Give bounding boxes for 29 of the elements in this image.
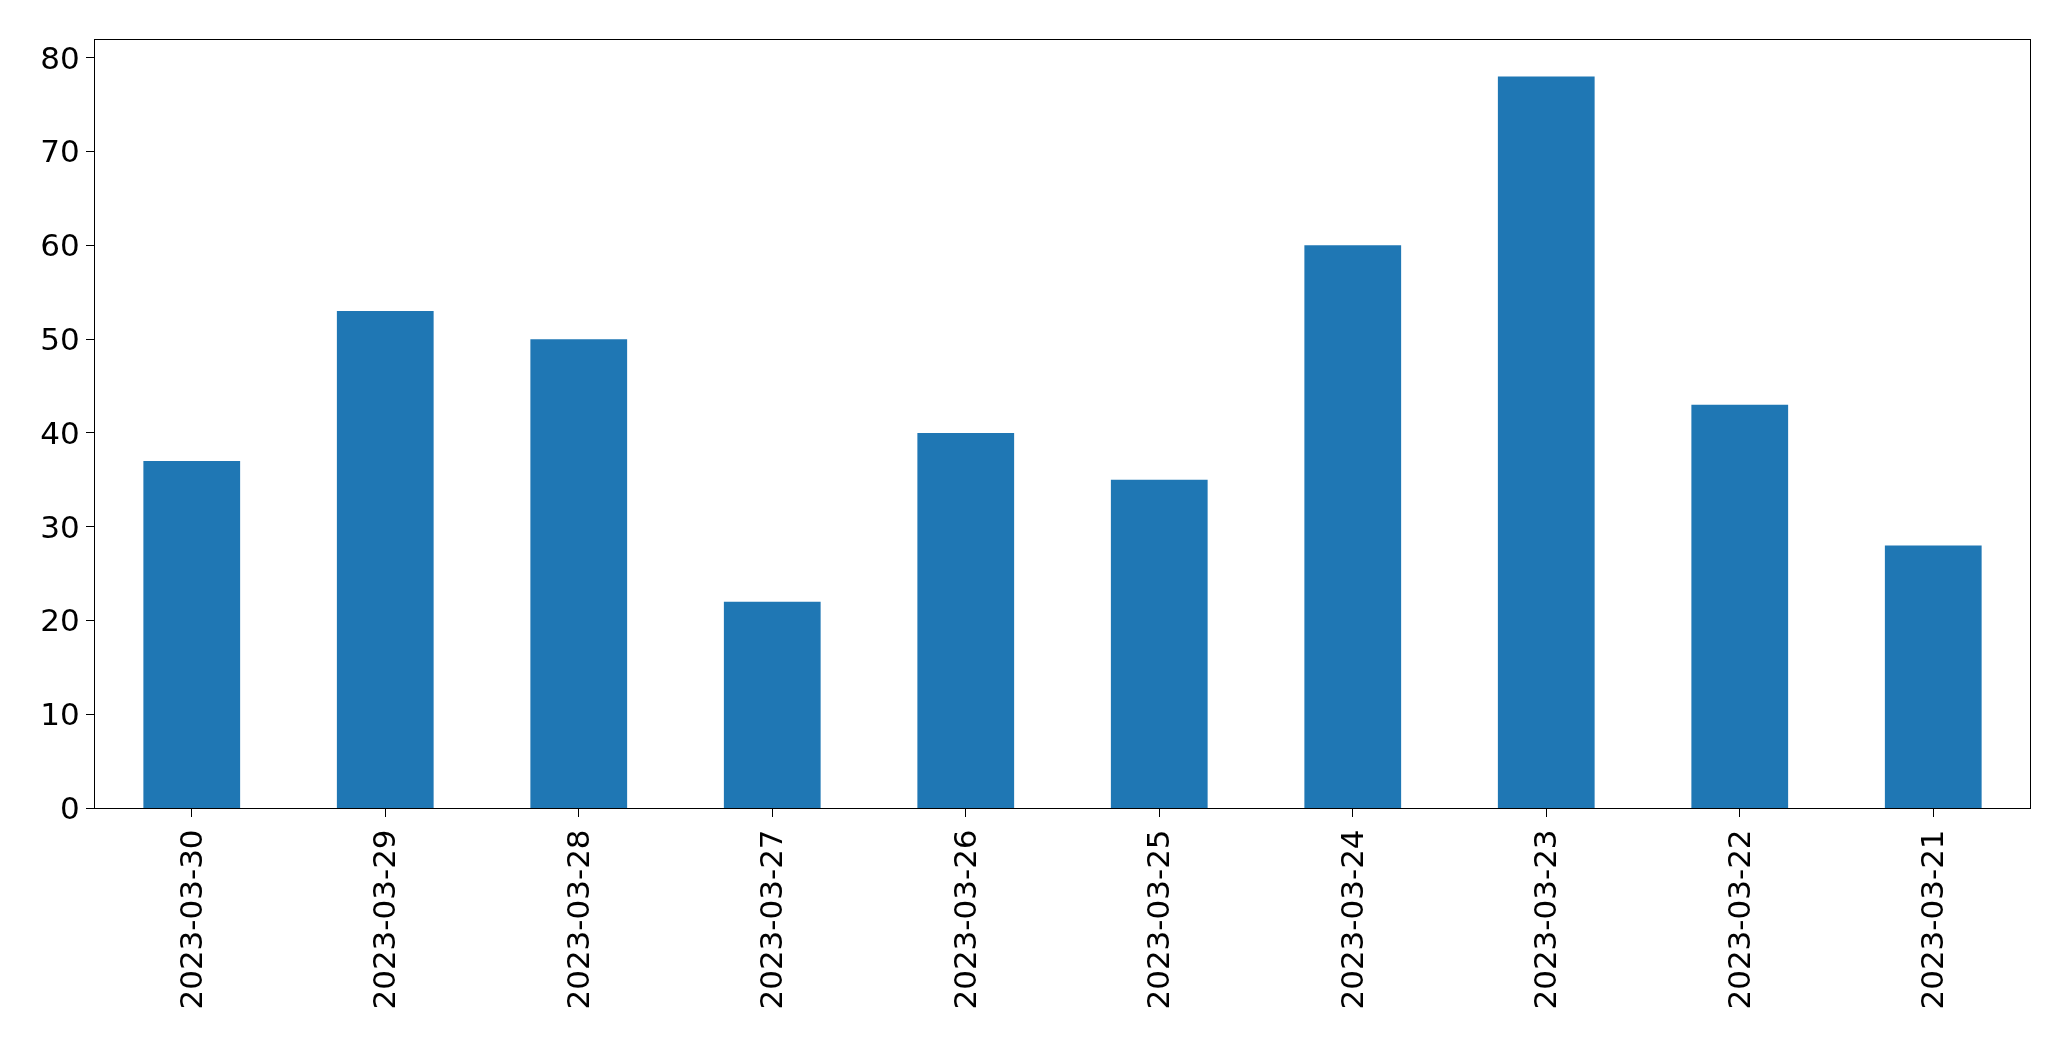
x-tick-label: 2023-03-25 — [1140, 829, 1177, 1010]
x-tick-label: 2023-03-28 — [559, 829, 596, 1010]
x-tick-label: 2023-03-29 — [366, 829, 403, 1010]
bar — [1884, 545, 1982, 808]
x-tick-label: 2023-03-26 — [946, 829, 983, 1010]
bar — [336, 311, 434, 808]
bar — [1497, 76, 1595, 808]
bar — [530, 339, 628, 808]
bar — [143, 461, 241, 808]
y-tick-label: 60 — [40, 227, 80, 264]
x-tick-label: 2023-03-24 — [1333, 829, 1370, 1010]
bar — [1304, 245, 1402, 808]
bar — [1110, 479, 1208, 808]
x-tick-label: 2023-03-21 — [1914, 829, 1951, 1010]
y-tick-label: 20 — [40, 602, 80, 639]
y-tick-label: 80 — [40, 39, 80, 76]
y-tick-label: 0 — [60, 789, 80, 826]
bar — [1691, 404, 1789, 808]
y-tick-label: 10 — [40, 696, 80, 733]
x-tick-label: 2023-03-30 — [172, 829, 209, 1010]
x-tick-label: 2023-03-22 — [1720, 829, 1757, 1010]
bar — [723, 601, 821, 808]
bar — [917, 432, 1015, 808]
y-tick-label: 30 — [40, 508, 80, 545]
y-tick-label: 70 — [40, 133, 80, 170]
x-tick-label: 2023-03-23 — [1527, 829, 1564, 1010]
y-tick-label: 40 — [40, 414, 80, 451]
y-tick-label: 50 — [40, 320, 80, 357]
x-tick-label: 2023-03-27 — [753, 829, 790, 1010]
